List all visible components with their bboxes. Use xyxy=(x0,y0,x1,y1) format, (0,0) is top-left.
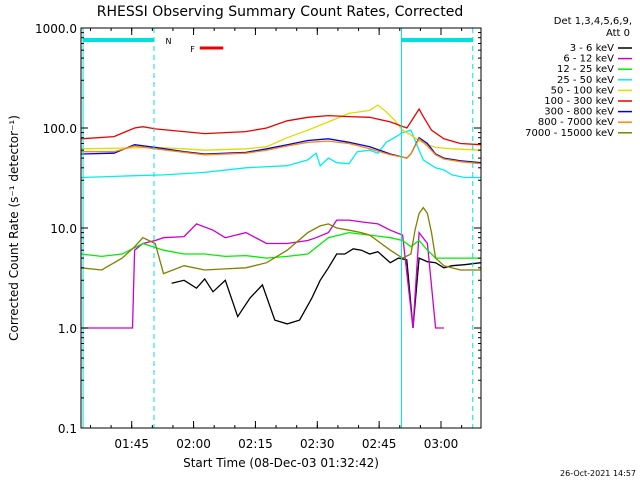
plot-annotations: NF xyxy=(82,28,474,428)
x-tick-label: 02:00 xyxy=(176,437,211,451)
f-flag-label: F xyxy=(190,45,195,54)
y-tick-label: 10.0 xyxy=(50,222,77,236)
legend-header-line-1: Det 1,3,4,5,6,9, xyxy=(554,16,632,27)
y-axis-title: Corrected Count Rate (s⁻¹ detector⁻¹) xyxy=(7,115,21,341)
y-tick-label: 1.0 xyxy=(58,322,77,336)
series-line-6 xyxy=(81,136,481,164)
y-tick-label: 100.0 xyxy=(43,122,77,136)
y-tick-label: 1000.0 xyxy=(35,22,77,36)
legend-label-2: 12 - 25 keV xyxy=(557,64,614,75)
x-axis-title: Start Time (08-Dec-03 01:32:42) xyxy=(183,456,379,470)
series-line-8 xyxy=(81,206,481,275)
legend-label-8: 7000 - 15000 keV xyxy=(525,128,614,139)
x-tick-label: 03:00 xyxy=(424,437,459,451)
legend-label-5: 100 - 300 keV xyxy=(544,96,614,107)
chart-title: RHESSI Observing Summary Count Rates, Co… xyxy=(97,4,463,20)
legend-label-4: 50 - 100 keV xyxy=(551,85,615,96)
n-flag-label: N xyxy=(166,37,172,46)
legend-label-6: 300 - 800 keV xyxy=(544,107,614,118)
x-tick-label: 02:15 xyxy=(238,437,273,451)
series-line-3 xyxy=(81,129,481,179)
x-axis: 01:45 02:00 02:15 02:30 02:45 03:00 xyxy=(89,28,463,451)
y-tick-label: 0.1 xyxy=(58,422,77,436)
legend-label-7: 800 - 7000 keV xyxy=(538,117,614,128)
x-tick-label: 02:30 xyxy=(300,437,335,451)
legend-header-line-2: Att 0 xyxy=(606,28,630,39)
footer-date: 26-Oct-2021 14:57 xyxy=(560,469,636,478)
series-line-0 xyxy=(171,248,481,329)
y-axis: 0.1 1.0 10.0 100.0 1000.0 xyxy=(35,22,481,436)
series-line-7 xyxy=(81,137,481,165)
x-tick-label: 01:45 xyxy=(114,437,149,451)
legend-label-0: 3 - 6 keV xyxy=(570,43,614,54)
plot-series xyxy=(81,104,481,329)
series-line-5 xyxy=(81,107,481,146)
legend-label-3: 25 - 50 keV xyxy=(557,75,614,86)
legend-label-1: 6 - 12 keV xyxy=(563,54,614,65)
x-tick-label: 02:45 xyxy=(362,437,397,451)
